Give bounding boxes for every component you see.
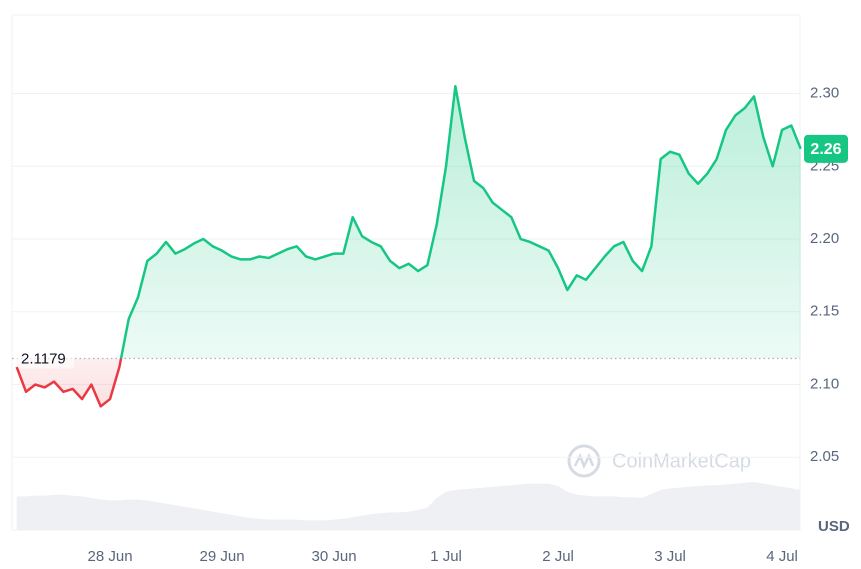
x-tick-label: 28 Jun [88,548,133,565]
y-tick-label: 2.05 [810,448,839,465]
watermark: CoinMarketCap [567,444,751,478]
y-tick-label: 2.10 [810,375,839,392]
current-price-label: 2.26 [810,141,841,158]
unit-label: USD [818,518,850,535]
x-tick-label: 4 Jul [766,548,798,565]
price-area [16,86,801,407]
y-tick-label: 2.20 [810,230,839,247]
x-tick-label: 29 Jun [200,548,245,565]
current-price-tag [804,134,848,163]
watermark-text: CoinMarketCap [612,450,751,472]
y-tick-label: 2.30 [810,85,839,102]
x-tick-label: 30 Jun [312,548,357,565]
volume-area [16,482,800,530]
x-tick-label: 2 Jul [542,548,574,565]
x-tick-label: 3 Jul [654,548,686,565]
y-tick-label: 2.15 [810,303,839,320]
price-line [15,85,802,408]
baseline-label-bg [16,348,74,369]
x-tick-label: 1 Jul [430,548,462,565]
baseline-label: 2.1179 [21,350,66,367]
